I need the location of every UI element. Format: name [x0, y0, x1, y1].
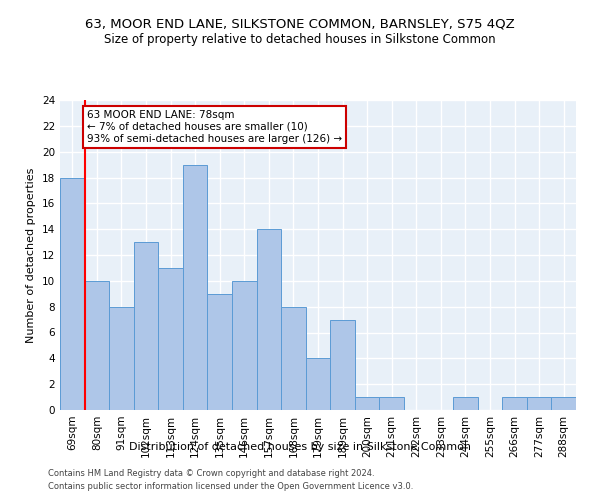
- Bar: [208, 294, 232, 410]
- Bar: [551, 397, 576, 410]
- Y-axis label: Number of detached properties: Number of detached properties: [26, 168, 37, 342]
- Bar: [85, 281, 109, 410]
- Bar: [502, 397, 527, 410]
- Bar: [232, 281, 257, 410]
- Bar: [379, 397, 404, 410]
- Bar: [527, 397, 551, 410]
- Bar: [60, 178, 85, 410]
- Text: 63 MOOR END LANE: 78sqm
← 7% of detached houses are smaller (10)
93% of semi-det: 63 MOOR END LANE: 78sqm ← 7% of detached…: [87, 110, 342, 144]
- Bar: [355, 397, 379, 410]
- Text: Contains HM Land Registry data © Crown copyright and database right 2024.: Contains HM Land Registry data © Crown c…: [48, 468, 374, 477]
- Bar: [281, 306, 306, 410]
- Text: Distribution of detached houses by size in Silkstone Common: Distribution of detached houses by size …: [129, 442, 471, 452]
- Bar: [257, 229, 281, 410]
- Bar: [109, 306, 134, 410]
- Bar: [306, 358, 330, 410]
- Bar: [158, 268, 183, 410]
- Bar: [134, 242, 158, 410]
- Text: Contains public sector information licensed under the Open Government Licence v3: Contains public sector information licen…: [48, 482, 413, 491]
- Bar: [330, 320, 355, 410]
- Text: 63, MOOR END LANE, SILKSTONE COMMON, BARNSLEY, S75 4QZ: 63, MOOR END LANE, SILKSTONE COMMON, BAR…: [85, 18, 515, 30]
- Bar: [183, 164, 208, 410]
- Bar: [453, 397, 478, 410]
- Text: Size of property relative to detached houses in Silkstone Common: Size of property relative to detached ho…: [104, 32, 496, 46]
